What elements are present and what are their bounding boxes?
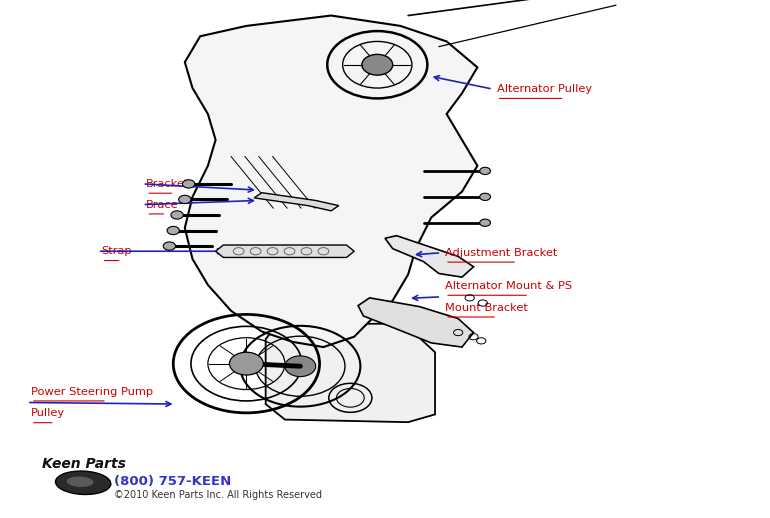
Circle shape <box>362 54 393 75</box>
Text: Alternator Mount & PS: Alternator Mount & PS <box>445 281 572 291</box>
Text: (800) 757-KEEN: (800) 757-KEEN <box>114 474 231 488</box>
Polygon shape <box>358 298 474 347</box>
Circle shape <box>480 167 490 175</box>
Ellipse shape <box>55 471 111 495</box>
Circle shape <box>285 356 316 377</box>
Circle shape <box>480 193 490 200</box>
Polygon shape <box>266 324 435 422</box>
Text: Power Steering Pump: Power Steering Pump <box>31 386 153 397</box>
Text: ©2010 Keen Parts Inc. All Rights Reserved: ©2010 Keen Parts Inc. All Rights Reserve… <box>114 490 322 500</box>
Text: Alternator Pulley: Alternator Pulley <box>497 84 592 94</box>
Circle shape <box>480 219 490 226</box>
Circle shape <box>167 226 179 235</box>
Polygon shape <box>185 16 477 347</box>
Text: Keen Parts: Keen Parts <box>42 457 126 471</box>
Circle shape <box>163 242 176 250</box>
Text: Adjustment Bracket: Adjustment Bracket <box>445 248 557 258</box>
Circle shape <box>179 195 191 204</box>
Polygon shape <box>216 245 354 257</box>
Text: Strap: Strap <box>102 246 132 256</box>
Circle shape <box>171 211 183 219</box>
Circle shape <box>229 352 263 375</box>
Polygon shape <box>254 193 339 211</box>
Text: Brace: Brace <box>146 199 179 210</box>
Text: Mount Bracket: Mount Bracket <box>445 303 528 313</box>
Text: Pulley: Pulley <box>31 408 65 419</box>
Circle shape <box>182 180 195 188</box>
Text: Bracket: Bracket <box>146 179 189 189</box>
Ellipse shape <box>67 477 93 487</box>
Polygon shape <box>385 236 474 277</box>
